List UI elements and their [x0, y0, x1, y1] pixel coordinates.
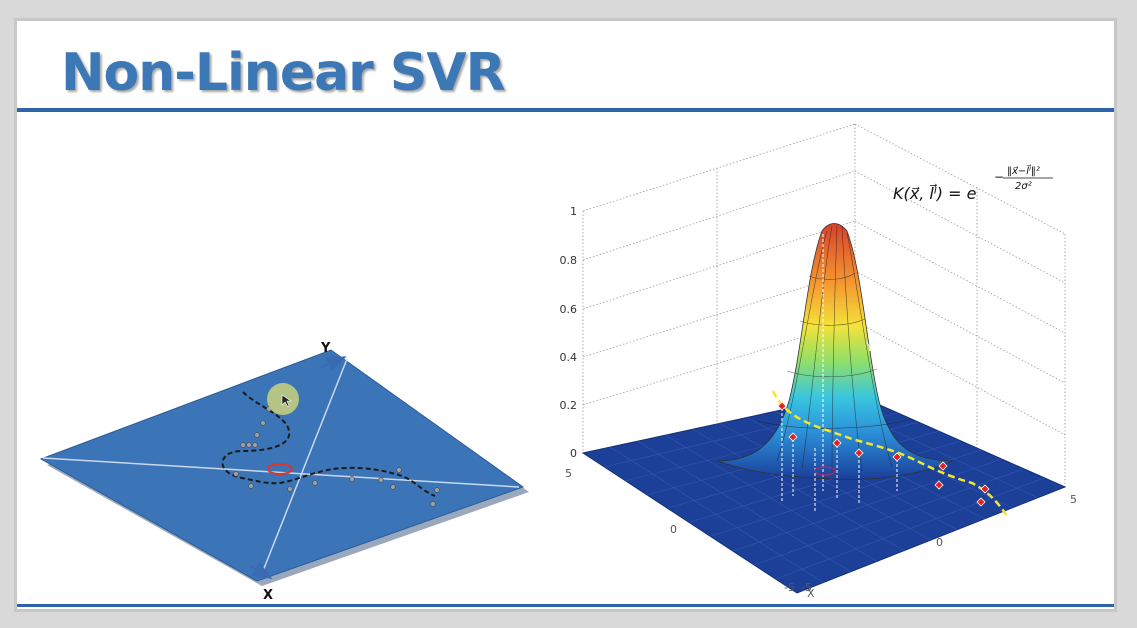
- data-point: [248, 483, 254, 489]
- data-point: [434, 487, 440, 493]
- support-points: [777, 401, 990, 507]
- y-axis-arrow: [319, 356, 347, 372]
- right-x-axis-label: X: [807, 587, 815, 600]
- data-point: [287, 486, 293, 492]
- formula-lhs: K(x⃗, l⃗ᴵ) = e: [893, 183, 977, 203]
- data-points: [233, 406, 440, 507]
- nonlinear-curve: [221, 391, 436, 497]
- gaussian-kernel-surface-plot: 0 0.2 0.4 0.6 0.8 1: [560, 123, 1077, 600]
- data-point: [430, 501, 436, 507]
- formula-exponent-numerator: ‖x⃗−l⃗ᴵ‖²: [1007, 164, 1040, 177]
- data-point: [252, 442, 258, 448]
- x-axis-arrow: [249, 562, 273, 580]
- left-y-axis-label: Y: [320, 341, 331, 356]
- landmark-marker: [267, 463, 293, 475]
- z-tick-label: 0.8: [560, 254, 578, 267]
- y-axis-line: [260, 358, 348, 577]
- peak-mesh-lines: [756, 225, 913, 474]
- slide: Non-Linear SVR Y X: [14, 18, 1117, 612]
- left-axis-tick: 5: [565, 467, 572, 480]
- support-point: [976, 497, 986, 507]
- regression-curve: [771, 390, 1009, 517]
- slide-title: Non-Linear SVR: [61, 43, 506, 103]
- x-axis-line: [42, 457, 520, 488]
- data-point: [390, 484, 396, 490]
- z-tick-label: 1: [570, 205, 577, 218]
- z-tick-label: 0.4: [560, 351, 578, 364]
- data-point: [378, 477, 384, 483]
- mouse-cursor-icon: [281, 394, 292, 408]
- support-point: [892, 452, 902, 462]
- data-point: [260, 420, 266, 426]
- z-tick-label: 0: [570, 447, 577, 460]
- data-point: [312, 480, 318, 486]
- support-point: [777, 401, 787, 411]
- left-x-axis-label: X: [263, 588, 273, 603]
- data-point: [246, 442, 252, 448]
- inner-y-axis-label: Y: [865, 340, 874, 354]
- support-point: [938, 461, 948, 471]
- footer-rule: [17, 604, 1114, 607]
- data-point: [396, 467, 402, 473]
- landmark-marker-3d: [814, 466, 836, 476]
- right-axis-tick: 0: [936, 536, 943, 549]
- formula-exponent-denominator: 2σ²: [1015, 181, 1032, 192]
- formula-minus-sign: −: [994, 170, 1004, 184]
- z-tick-label: 0.6: [560, 303, 578, 316]
- data-point: [254, 432, 260, 438]
- data-point: [349, 476, 355, 482]
- z-axis-ticks: 0 0.2 0.4 0.6 0.8 1: [560, 205, 578, 460]
- support-point: [854, 448, 864, 458]
- right-axis-tick: 5: [1070, 493, 1077, 506]
- support-point: [934, 480, 944, 490]
- title-underline: [17, 108, 1114, 112]
- point-drop-lines: [781, 234, 898, 511]
- left-axis-tick: -5: [784, 581, 795, 594]
- feature-plane: [39, 349, 525, 582]
- data-point: [240, 442, 246, 448]
- data-point: [233, 471, 239, 477]
- support-point: [980, 484, 990, 494]
- left-plane-diagram: Y X: [39, 341, 529, 603]
- right-axis-ticks: -5 0 5: [801, 493, 1077, 594]
- z-tick-label: 0.2: [560, 399, 578, 412]
- kernel-formula: K(x⃗, l⃗ᴵ) = e ‖x⃗−l⃗ᴵ‖² 2σ² −: [893, 164, 1053, 203]
- support-point: [832, 438, 842, 448]
- support-point: [788, 432, 798, 442]
- gaussian-peak: [716, 223, 953, 480]
- left-axis-ticks: 5 0 -5: [565, 467, 795, 594]
- right-axis-tick: -5: [801, 581, 812, 594]
- left-axis-tick: 0: [670, 523, 677, 536]
